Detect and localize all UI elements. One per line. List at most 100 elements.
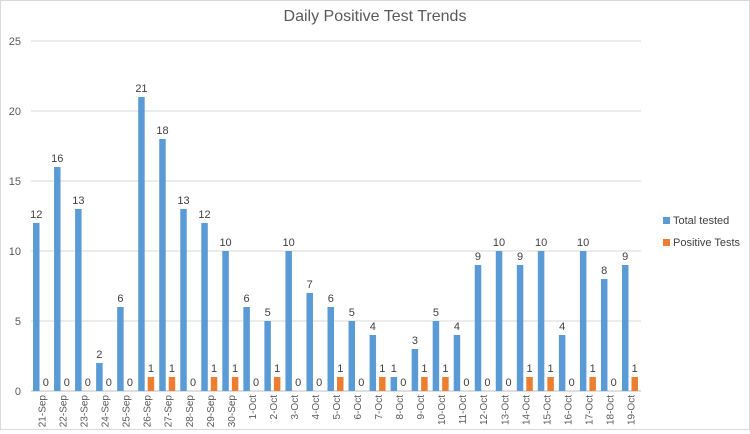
x-tick-label: 30-Sep (227, 395, 238, 428)
legend-swatch-total-tested (663, 217, 670, 224)
bar-total-tested (453, 335, 461, 391)
bar-total-tested (411, 349, 419, 391)
data-label: 1 (337, 363, 343, 375)
x-tick-label: 10-Oct (437, 395, 448, 425)
x-tick-label: 18-Oct (605, 395, 616, 425)
x-tick-label: 4-Oct (311, 395, 322, 420)
data-label: 1 (169, 363, 175, 375)
y-tick-label: 25 (9, 36, 21, 48)
data-label: 1 (548, 363, 554, 375)
x-tick-label: 24-Sep (101, 395, 112, 428)
y-tick-label: 15 (9, 176, 21, 188)
data-label: 4 (454, 321, 460, 333)
data-label: 5 (349, 307, 355, 319)
x-tick-label: 27-Sep (164, 395, 175, 428)
data-label: 10 (219, 237, 231, 249)
x-tick-label: 8-Oct (395, 395, 406, 420)
bar-total-tested (159, 139, 166, 391)
x-tick-label: 28-Sep (185, 395, 196, 428)
data-label: 6 (117, 293, 123, 305)
data-label: 8 (601, 265, 607, 277)
data-label: 13 (72, 195, 84, 207)
data-label: 10 (577, 237, 589, 249)
bar-positive-tests (337, 377, 344, 391)
data-label: 0 (64, 377, 70, 389)
data-label: 1 (274, 363, 280, 375)
bar-positive-tests (231, 377, 239, 391)
data-label: 12 (198, 209, 210, 221)
bar-total-tested (432, 321, 440, 391)
bar-total-tested (348, 321, 356, 391)
x-tick-label: 13-Oct (500, 395, 511, 425)
data-label: 6 (328, 293, 334, 305)
data-label: 13 (177, 195, 189, 207)
x-tick-label: 9-Oct (416, 395, 427, 420)
data-label: 1 (211, 363, 217, 375)
data-label: 3 (412, 335, 418, 347)
bar-positive-tests (210, 377, 218, 391)
bar-total-tested (117, 307, 124, 391)
data-label: 0 (127, 377, 133, 389)
data-label: 1 (632, 363, 638, 375)
data-label: 0 (484, 377, 490, 389)
data-label: 0 (358, 377, 364, 389)
y-tick-label: 10 (9, 246, 21, 258)
x-tick-label: 1-Oct (248, 395, 259, 420)
data-label: 16 (51, 153, 63, 165)
x-tick-label: 3-Oct (290, 395, 301, 420)
y-tick-label: 5 (15, 316, 21, 328)
bar-total-tested (390, 377, 398, 391)
chart-title: Daily Positive Test Trends (284, 8, 467, 25)
legend-swatch-positive-tests (663, 239, 670, 246)
bar-positive-tests (147, 377, 155, 391)
data-label: 0 (295, 377, 301, 389)
x-tick-label: 22-Sep (59, 395, 70, 428)
bar-total-tested (516, 265, 524, 391)
data-label: 0 (106, 377, 112, 389)
x-tick-label: 7-Oct (374, 395, 385, 420)
bar-total-tested (138, 97, 145, 391)
bar-total-tested (54, 167, 61, 391)
data-label: 1 (232, 363, 238, 375)
bar-total-tested (537, 251, 545, 391)
x-tick-label: 6-Oct (353, 395, 364, 420)
data-label: 1 (421, 363, 427, 375)
data-label: 10 (283, 237, 295, 249)
data-label: 1 (379, 363, 385, 375)
x-tick-label: 14-Oct (521, 395, 532, 425)
data-label: 1 (590, 363, 596, 375)
bar-total-tested (33, 223, 40, 391)
y-tick-label: 0 (15, 386, 21, 398)
data-label: 1 (391, 363, 397, 375)
data-label: 10 (535, 237, 547, 249)
x-tick-label: 23-Sep (80, 395, 91, 428)
data-label: 0 (400, 377, 406, 389)
bar-positive-tests (442, 377, 449, 391)
bar-total-tested (222, 251, 229, 391)
bar-positive-tests (379, 377, 386, 391)
bar-positive-tests (421, 377, 428, 391)
data-label: 0 (316, 377, 322, 389)
x-tick-label: 19-Oct (626, 395, 637, 425)
bar-total-tested (327, 307, 334, 391)
data-labels: 1201601302060211181130121101605110070615… (30, 83, 638, 389)
data-label: 0 (505, 377, 511, 389)
x-tick-label: 25-Sep (122, 395, 133, 428)
data-label: 2 (96, 349, 102, 361)
bar-total-tested (264, 321, 271, 391)
data-label: 0 (43, 377, 49, 389)
bar-total-tested (369, 335, 377, 391)
bar-total-tested (96, 363, 103, 391)
data-label: 9 (517, 251, 523, 263)
bar-total-tested (180, 209, 187, 391)
bar-total-tested (621, 265, 629, 391)
bar-total-tested (306, 293, 313, 391)
data-label: 9 (475, 251, 481, 263)
data-label: 21 (135, 83, 147, 95)
x-tick-label: 2-Oct (269, 395, 280, 420)
x-tick-label: 29-Sep (206, 395, 217, 428)
data-label: 0 (190, 377, 196, 389)
bar-total-tested (75, 209, 82, 391)
